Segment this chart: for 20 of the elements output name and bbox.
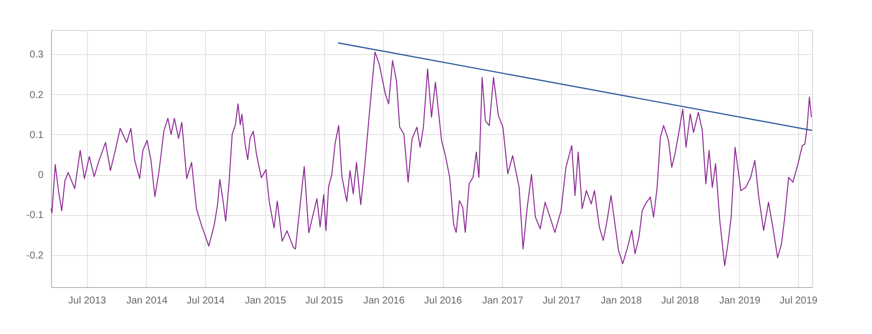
y-tick-label: 0.3 (30, 50, 44, 61)
x-tick-label: Jul 2017 (542, 296, 581, 306)
x-tick-label: Jul 2015 (305, 296, 344, 306)
x-tick-label: Jan 2017 (482, 296, 524, 306)
x-tick-label: Jul 2013 (68, 296, 107, 306)
x-tick-label: Jul 2018 (661, 296, 700, 306)
y-tick-label: 0 (38, 170, 44, 182)
x-tick-label: Jan 2015 (244, 296, 286, 306)
x-tick-label: Jan 2014 (126, 296, 168, 306)
x-tick-label: Jan 2016 (363, 296, 405, 306)
x-tick-label: Jul 2019 (780, 296, 818, 306)
x-tick-label: Jan 2019 (719, 296, 761, 306)
y-tick-label: -0.1 (26, 210, 44, 222)
y-tick-label: 0.2 (30, 90, 44, 101)
y-tick-label: 0.1 (30, 130, 44, 141)
line-series (50, 52, 812, 266)
x-tick-label: Jan 2018 (600, 296, 642, 306)
x-tick-label: Jul 2016 (424, 296, 462, 306)
x-tick-label: Jul 2014 (186, 296, 226, 306)
y-tick-label: -0.2 (26, 250, 44, 262)
